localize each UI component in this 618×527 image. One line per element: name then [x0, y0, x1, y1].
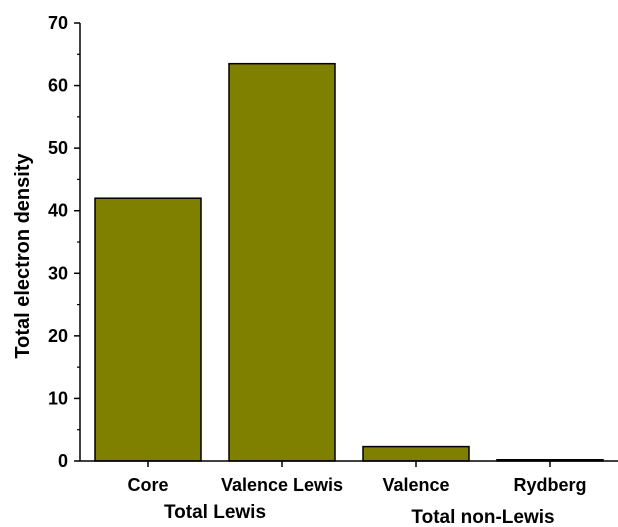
y-tick-label-50: 50 — [48, 138, 68, 158]
y-tick-label-40: 40 — [48, 201, 68, 221]
y-tick-label-10: 10 — [48, 388, 68, 408]
x-tick-label-valence: Valence — [382, 475, 449, 495]
x-tick-label-valence-lewis: Valence Lewis — [221, 475, 343, 495]
bar-valence — [362, 445, 470, 462]
y-axis-label: Total electron density — [12, 153, 34, 359]
group-labels-group: Total Lewis Total non-Lewis — [164, 502, 555, 527]
bars-group — [94, 62, 604, 462]
y-tick-label-30: 30 — [48, 263, 68, 283]
group-label-total-non-lewis: Total non-Lewis — [411, 507, 554, 527]
y-tick-label-70: 70 — [48, 13, 68, 33]
y-tick-label-0: 0 — [58, 451, 68, 471]
group-label-total-lewis: Total Lewis — [164, 502, 266, 523]
y-ticks-group: 0 10 20 30 40 50 60 70 — [48, 13, 80, 471]
bar-core — [94, 197, 202, 462]
bar-valence-lewis — [228, 62, 336, 462]
y-tick-label-20: 20 — [48, 326, 68, 346]
x-tick-label-rydberg: Rydberg — [513, 475, 586, 495]
x-tick-label-core: Core — [127, 475, 168, 495]
y-tick-label-60: 60 — [48, 76, 68, 96]
x-tick-labels-group: Core Valence Lewis Valence Rydberg — [127, 461, 587, 495]
